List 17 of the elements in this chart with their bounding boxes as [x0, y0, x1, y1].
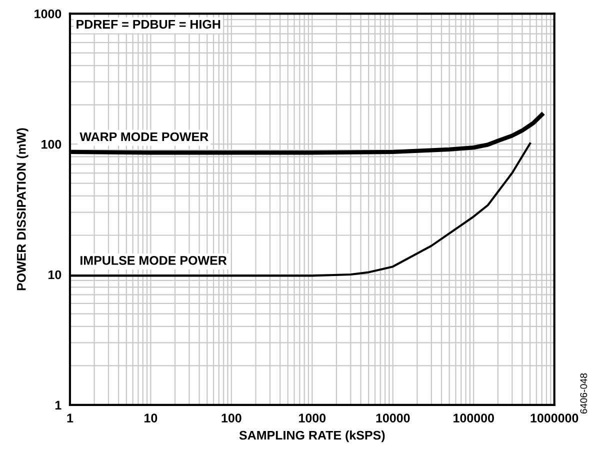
y-tick-label: 1000	[34, 9, 62, 18]
annotation: WARP MODE POWER	[80, 132, 208, 142]
x-tick-label: 100000	[454, 414, 494, 422]
text: 6406-048	[580, 373, 588, 414]
x-tick-label: 1000	[299, 414, 326, 422]
y-tick-label: 1	[55, 400, 62, 410]
x-tick-label: 1	[67, 414, 74, 422]
annotation: PDREF = PDBUF = HIGH	[76, 20, 220, 29]
x-tick-label: 10000	[376, 414, 410, 422]
y-tick-label: 10	[48, 270, 62, 280]
x-tick-label: 1000000	[530, 414, 578, 422]
annotation: IMPULSE MODE POWER	[80, 256, 227, 265]
y-axis-title: POWER DISSIPATION (mW)	[16, 128, 28, 290]
x-axis-title: SAMPLING RATE (kSPS)	[239, 430, 385, 442]
x-tick-label: 10	[144, 414, 158, 422]
x-tick-label: 100	[222, 414, 242, 422]
y-tick-label: 100	[42, 140, 62, 149]
